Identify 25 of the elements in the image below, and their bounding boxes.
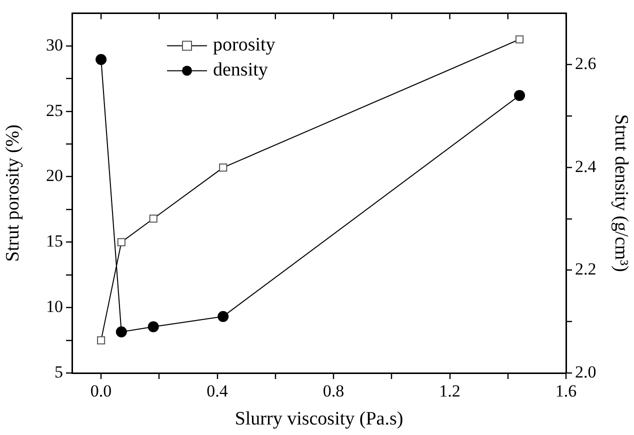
point [116, 326, 127, 338]
y2-tick-label: 2.4 [575, 156, 597, 176]
y-tick-label: 30 [46, 35, 63, 54]
x-tick-label: 0.4 [206, 382, 228, 401]
y-tick-label: 5 [54, 362, 63, 382]
y2-tick-label: 2.2 [575, 260, 596, 279]
x-tick-label: 0.0 [90, 382, 112, 401]
point [218, 310, 229, 322]
x-tick-label: 0.8 [322, 382, 344, 401]
x-tick-label: 1.6 [555, 382, 577, 401]
y-tick-label: 10 [46, 297, 63, 316]
y-tick-label: 15 [46, 232, 63, 251]
x-axis-title: Slurry viscosity (Pa.s) [234, 408, 404, 430]
y-axis-title: Strut porosity (%) [2, 124, 24, 262]
point [96, 54, 107, 65]
y-tick-label: 25 [46, 100, 63, 120]
legend-label: density [213, 60, 268, 81]
legend-label: porosity [213, 34, 276, 56]
y2-tick-label: 2.0 [575, 362, 596, 382]
y2-tick-label: 2.6 [575, 54, 596, 74]
point [148, 321, 159, 332]
point [514, 90, 526, 101]
y2-axis-title: Strut density (g/cm³) [610, 114, 632, 272]
y-tick-label: 20 [46, 166, 63, 186]
x-tick-label: 1.2 [439, 382, 460, 401]
